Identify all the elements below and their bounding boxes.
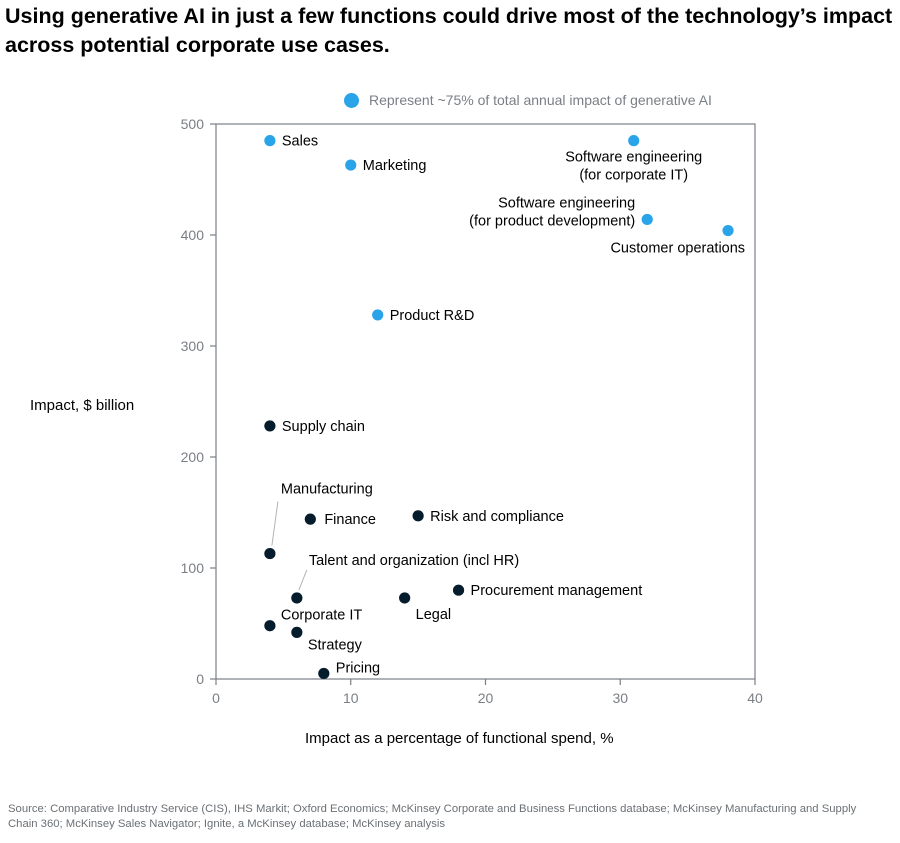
legend-marker <box>344 92 359 108</box>
chart-title: Using generative AI in just a few functi… <box>5 4 893 57</box>
y-tick-label: 500 <box>181 116 205 132</box>
y-axis-label: Impact, $ billion <box>30 397 135 414</box>
source-note: Source: Comparative Industry Service (CI… <box>8 803 857 830</box>
data-label: Legal <box>416 607 451 623</box>
y-tick-label: 400 <box>181 227 205 243</box>
data-point <box>345 159 357 171</box>
x-tick-label: 40 <box>747 690 763 706</box>
data-label: Corporate IT <box>281 608 363 624</box>
data-label: Pricing <box>336 660 380 676</box>
label-leader-line <box>298 569 308 591</box>
data-label: Procurement management <box>471 583 643 599</box>
data-point <box>452 584 465 596</box>
legend: Represent ~75% of total annual impact of… <box>344 92 712 108</box>
data-label: Marketing <box>363 158 427 174</box>
legend-label: Represent ~75% of total annual impact of… <box>369 92 712 108</box>
data-label: Manufacturing <box>281 482 373 498</box>
data-point <box>264 420 276 432</box>
data-point <box>722 224 734 237</box>
y-tick-label: 0 <box>196 671 204 687</box>
data-point <box>264 620 276 632</box>
data-point <box>291 592 303 604</box>
y-tick-label: 100 <box>181 560 205 576</box>
data-point <box>291 626 303 638</box>
data-point <box>399 592 411 604</box>
data-label: Strategy <box>308 637 363 653</box>
data-point <box>318 667 330 680</box>
data-label: Finance <box>324 512 376 528</box>
x-tick-label: 20 <box>478 690 494 706</box>
data-label: Risk and compliance <box>430 509 564 525</box>
data-label: Software engineering (for product develop… <box>469 195 635 229</box>
x-tick-label: 10 <box>343 690 359 706</box>
x-axis-label: Impact as a percentage of functional spe… <box>305 730 614 747</box>
data-label: Product R&D <box>390 308 475 324</box>
y-tick-label: 300 <box>181 338 205 354</box>
data-label: Supply chain <box>282 419 365 435</box>
data-point <box>641 213 653 226</box>
x-tick-label: 0 <box>212 690 220 706</box>
label-leader-line <box>271 501 279 546</box>
data-point <box>628 135 640 147</box>
data-point <box>372 309 384 321</box>
data-label: Talent and organization (incl HR) <box>309 553 519 569</box>
data-point <box>264 135 276 147</box>
data-point <box>264 547 276 560</box>
data-label: Sales <box>282 134 318 150</box>
data-point <box>412 510 424 522</box>
data-label: Software engineering (for corporate IT) <box>565 150 702 184</box>
data-point <box>304 513 316 525</box>
x-tick-label: 30 <box>612 690 628 706</box>
y-tick-label: 200 <box>181 449 205 465</box>
data-label: Customer operations <box>610 241 745 257</box>
